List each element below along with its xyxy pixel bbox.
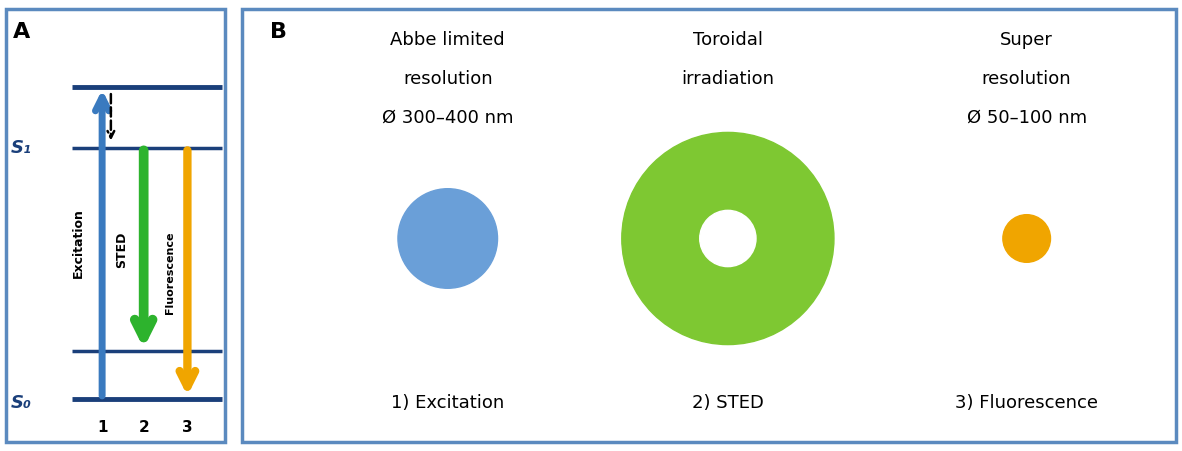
Text: B: B	[271, 22, 287, 42]
Text: resolution: resolution	[403, 69, 493, 87]
FancyBboxPatch shape	[6, 9, 225, 442]
Ellipse shape	[398, 189, 498, 288]
Ellipse shape	[622, 133, 834, 345]
Text: A: A	[13, 22, 30, 42]
Text: Ø 300–400 nm: Ø 300–400 nm	[382, 109, 513, 127]
Text: Fluorescence: Fluorescence	[165, 232, 175, 314]
Text: 3) Fluorescence: 3) Fluorescence	[955, 394, 1098, 412]
Ellipse shape	[1002, 215, 1051, 262]
Text: Toroidal: Toroidal	[693, 31, 762, 49]
Text: S₁: S₁	[11, 138, 31, 156]
Text: Abbe limited: Abbe limited	[390, 31, 505, 49]
FancyBboxPatch shape	[242, 9, 1176, 442]
Text: Excitation: Excitation	[72, 208, 85, 278]
Text: 1: 1	[97, 420, 108, 435]
Text: 1) Excitation: 1) Excitation	[391, 394, 505, 412]
Text: S₀: S₀	[11, 394, 31, 412]
Text: Super: Super	[1000, 31, 1053, 49]
Text: 3: 3	[182, 420, 193, 435]
Text: 2: 2	[138, 420, 149, 435]
Text: Ø 50–100 nm: Ø 50–100 nm	[967, 109, 1086, 127]
Text: 2) STED: 2) STED	[691, 394, 764, 412]
Ellipse shape	[700, 210, 756, 267]
Text: irradiation: irradiation	[681, 69, 774, 87]
Text: STED: STED	[116, 231, 129, 267]
Text: resolution: resolution	[982, 69, 1072, 87]
